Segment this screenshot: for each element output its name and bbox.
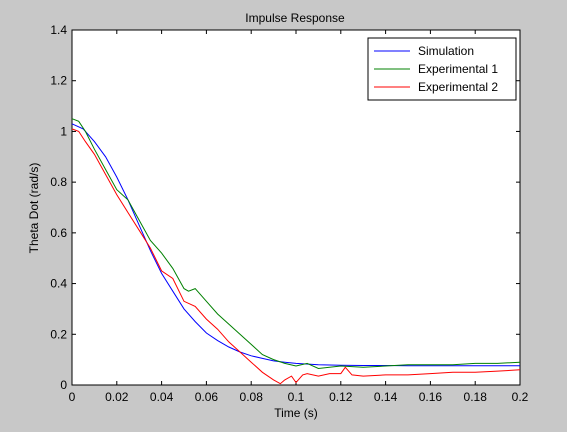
x-tick-label: 0.18 [464, 390, 488, 404]
y-tick-label: 1.4 [50, 23, 67, 37]
y-tick-label: 1.2 [50, 74, 67, 88]
y-tick-label: 0.2 [50, 327, 67, 341]
x-tick-label: 0.14 [374, 390, 398, 404]
y-tick-label: 1 [60, 124, 67, 138]
legend-label: Experimental 2 [418, 80, 498, 94]
x-tick-label: 0.16 [419, 390, 443, 404]
legend: Simulation Experimental 1 Experimental 2 [367, 37, 517, 101]
series-line-experimental-2 [71, 128, 521, 385]
x-tick-label: 0.2 [512, 390, 529, 404]
legend-label: Simulation [418, 44, 474, 58]
x-tick-label: 0.06 [195, 390, 219, 404]
y-tick-label: 0 [60, 378, 67, 392]
x-tick-label: 0.12 [329, 390, 353, 404]
x-tick-label: 0.08 [240, 390, 264, 404]
y-tick-label: 0.8 [50, 175, 67, 189]
series-lines [71, 118, 521, 385]
x-tick-label: 0.04 [150, 390, 174, 404]
legend-label: Experimental 1 [418, 62, 498, 76]
series-line-experimental-1 [71, 118, 521, 370]
x-axis-label: Time (s) [274, 406, 318, 420]
axis-ticks: 0 0.02 0.04 0.06 0.08 0.1 0.12 0.14 0.16 0.18 0.2 0… [50, 23, 528, 404]
y-tick-label: 0.4 [50, 277, 67, 291]
x-tick-label: 0.02 [105, 390, 129, 404]
y-axis-label: Theta Dot (rad/s) [27, 163, 41, 254]
x-tick-label: 0.1 [288, 390, 305, 404]
chart-title: Impulse Response [245, 11, 345, 25]
x-tick-label: 0 [69, 390, 76, 404]
y-tick-label: 0.6 [50, 226, 67, 240]
